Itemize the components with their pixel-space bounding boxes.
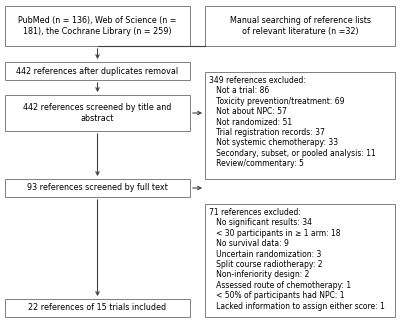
Bar: [5, 6, 190, 46]
Text: 442 references screened by title and
abstract: 442 references screened by title and abs…: [23, 103, 172, 123]
Bar: [5, 299, 190, 317]
Text: PubMed (n = 136), Web of Science (n =
181), the Cochrane Library (n = 259): PubMed (n = 136), Web of Science (n = 18…: [18, 16, 177, 36]
Bar: [5, 95, 190, 131]
Text: 442 references after duplicates removal: 442 references after duplicates removal: [16, 66, 178, 75]
Bar: [5, 179, 190, 197]
Bar: [205, 204, 395, 317]
Text: 22 references of 15 trials included: 22 references of 15 trials included: [28, 304, 166, 313]
Text: 93 references screened by full text: 93 references screened by full text: [27, 183, 168, 192]
Text: Manual searching of reference lists
of relevant literature (n =32): Manual searching of reference lists of r…: [230, 16, 370, 36]
Bar: [205, 6, 395, 46]
Text: 349 references excluded:
   Not a trial: 86
   Toxicity prevention/treatment: 69: 349 references excluded: Not a trial: 86…: [209, 76, 376, 168]
Bar: [5, 62, 190, 80]
Bar: [205, 72, 395, 179]
Text: 71 references excluded:
   No significant results: 34
   < 30 participants in ≥ : 71 references excluded: No significant r…: [209, 208, 385, 311]
